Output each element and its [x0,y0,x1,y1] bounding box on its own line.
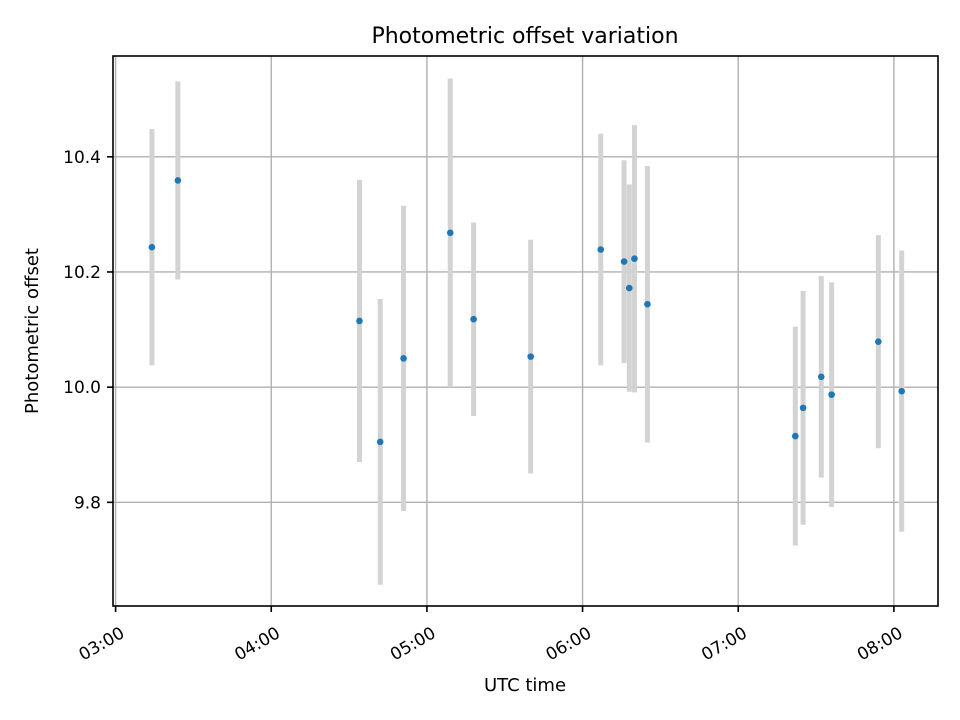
x-tick-label: 04:00 [231,623,283,665]
y-axis-ticks: 9.8 10.0 10.2 10.4 [63,148,113,513]
data-point [620,258,628,265]
data-points [148,177,905,446]
data-point [527,353,534,360]
data-point [597,246,605,253]
y-tick-label: 10.4 [63,148,101,168]
grid [113,56,938,606]
data-point [356,317,363,325]
data-point [631,255,638,263]
data-point [898,387,905,395]
y-tick-label: 10.0 [63,378,101,398]
data-point [875,338,882,345]
data-point [828,391,835,398]
data-point [792,432,799,440]
data-point [817,373,825,381]
data-point [799,404,807,412]
x-tick-label: 08:00 [854,623,906,665]
y-tick-label: 10.2 [63,263,101,283]
x-tick-label: 07:00 [698,623,750,665]
x-axis-ticks: 03:00 04:00 05:00 06:00 07:00 08:00 [76,606,906,665]
y-axis-label: Photometric offset [22,248,43,414]
error-bars [149,78,905,585]
data-point [148,243,156,251]
chart-title: Photometric offset variation [371,24,678,49]
x-tick-label: 03:00 [76,623,128,665]
x-axis-label: UTC time [484,675,566,696]
data-point [376,438,384,446]
x-tick-label: 06:00 [543,623,595,665]
data-point [644,300,651,308]
data-point [174,177,182,184]
data-point [400,355,407,362]
data-point [470,315,477,323]
x-tick-label: 05:00 [387,623,439,665]
data-point [625,284,633,292]
plot-frame [112,55,939,607]
y-tick-label: 9.8 [74,493,101,513]
data-point [446,229,454,237]
